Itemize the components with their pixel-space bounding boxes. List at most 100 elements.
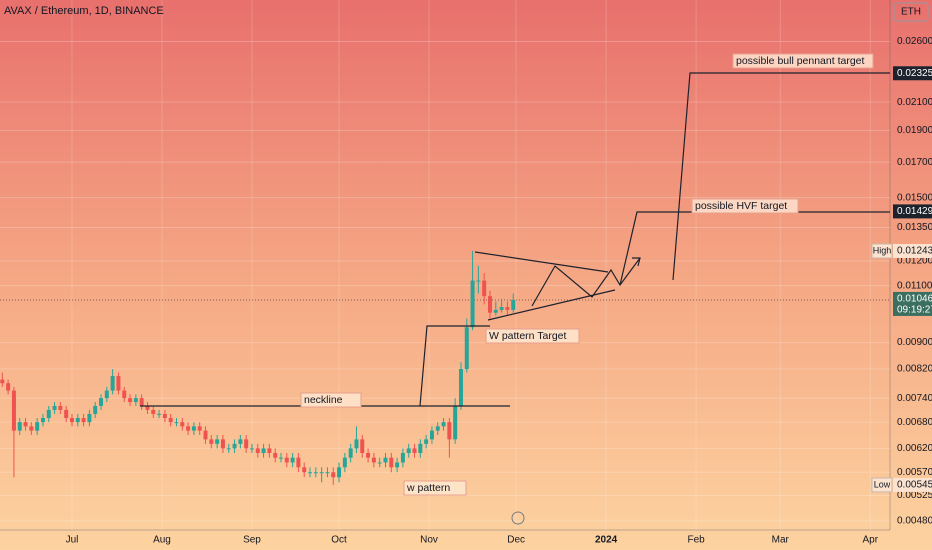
candle-body (58, 405, 63, 410)
event-icon[interactable] (511, 511, 525, 525)
candle-body (395, 462, 400, 468)
candle-body (383, 457, 388, 463)
candle-body (505, 307, 510, 310)
candle-body (104, 390, 109, 399)
x-tick-label: Mar (772, 535, 790, 546)
candle-body (128, 398, 133, 403)
candle-body (418, 443, 423, 453)
y-tick-label: 0.00900 (897, 337, 932, 348)
candle-body (87, 413, 92, 423)
y-tick-label: 0.00740 (897, 393, 932, 404)
w-target-line (419, 325, 490, 407)
candle-body (197, 426, 202, 431)
candle-body (348, 448, 353, 458)
candle-body (191, 426, 196, 431)
candle-body (168, 418, 173, 423)
candle-body (180, 422, 185, 427)
y-tick-label: 0.00480 (897, 516, 932, 527)
drawings: possible bull pennant target possible HV… (140, 53, 890, 525)
x-tick-label: Nov (420, 535, 438, 546)
candle-body (319, 472, 324, 474)
annotation-box (691, 198, 799, 214)
candle-body (342, 457, 347, 468)
annotation-box (403, 480, 467, 496)
candle-body (40, 418, 45, 423)
candle-body (145, 405, 150, 410)
pennant-target-line (672, 72, 890, 281)
candle-body (267, 448, 272, 453)
candle-body (296, 457, 301, 468)
candle-body (186, 426, 191, 431)
candle-body (435, 426, 440, 431)
candle-body (226, 448, 231, 450)
candle-body (52, 405, 57, 410)
candle-body (331, 472, 336, 478)
annotation: possible bull pennant target (736, 55, 865, 67)
annotation: W pattern Target (489, 330, 567, 342)
x-tick-label: Feb (687, 535, 705, 546)
low-value: 0.00545 (897, 480, 932, 491)
y-tick-label: 0.00570 (897, 467, 932, 478)
projection-arrow (632, 257, 641, 267)
candle-body (99, 398, 104, 406)
candle-body (337, 467, 342, 478)
candle-body (35, 422, 40, 431)
candle-body (244, 439, 249, 449)
candle-body (308, 472, 313, 474)
candle-body (302, 467, 307, 473)
y-tick-label: 0.02100 (897, 97, 932, 108)
last-price-label: 0.01046 (897, 294, 932, 305)
candle-body (464, 327, 469, 370)
candle-body (75, 418, 80, 423)
candle-body (470, 280, 475, 328)
y-tick-label: 0.01900 (897, 125, 932, 136)
x-tick-label: Dec (507, 535, 525, 546)
price-tag (893, 66, 932, 81)
symbol-title: AVAX / Ethereum, 1D, BINANCE (4, 5, 164, 17)
candle-body (453, 405, 458, 440)
candle-body (424, 439, 429, 444)
y-tick-label: 0.01100 (897, 280, 932, 291)
currency-box[interactable] (893, 2, 929, 22)
candle-body (389, 457, 394, 468)
x-tick-label: Aug (153, 535, 171, 546)
candle-body (325, 472, 330, 474)
high-value-tag (893, 243, 932, 258)
candle-body (46, 409, 51, 419)
grid (0, 299, 890, 301)
low-name: Low (874, 479, 891, 489)
candle-body (487, 296, 492, 313)
candle-body (366, 452, 371, 458)
candle-body (122, 390, 127, 399)
candle-body (290, 457, 295, 463)
low-tag (871, 477, 893, 493)
candle-body (0, 379, 5, 384)
candle-body (203, 430, 208, 440)
high-tag (871, 243, 893, 259)
candle-body (69, 418, 74, 423)
candle-body (81, 418, 86, 423)
candle-body (29, 426, 34, 431)
y-tick-label: 0.01500 (897, 192, 932, 203)
candle-body (23, 422, 28, 427)
x-tick-label: Oct (331, 535, 347, 546)
low-value-tag (893, 477, 932, 492)
y-tick-label: 0.01200 (897, 256, 932, 267)
candle-body (360, 439, 365, 453)
y-tick-label: 0.00680 (897, 417, 932, 428)
candle-body (429, 430, 434, 440)
price-tag-label: 0.02325 (897, 68, 932, 79)
candle-body (441, 422, 446, 427)
candle-body (133, 398, 138, 403)
candle-body (162, 413, 167, 419)
x-tick-label: Apr (862, 535, 878, 546)
candle-body (377, 462, 382, 464)
candle-body (354, 439, 359, 449)
annotation: neckline (304, 394, 343, 406)
projection-path (531, 257, 641, 307)
annotation-box (732, 53, 874, 69)
y-tick-label: 0.00620 (897, 443, 932, 454)
y-tick-label: 0.01350 (897, 222, 932, 233)
candle-body (476, 280, 481, 282)
